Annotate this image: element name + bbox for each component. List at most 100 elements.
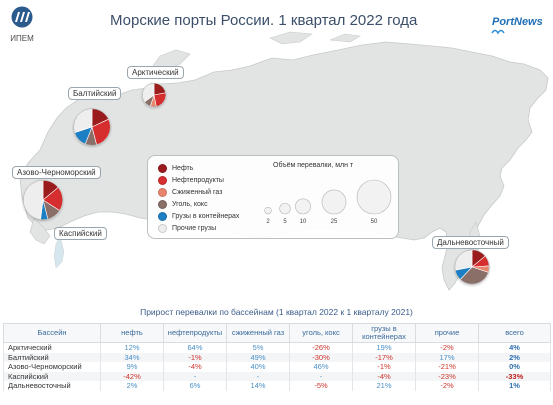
pie-outline (73, 108, 111, 146)
row-value-cell: -4% (163, 362, 227, 372)
legend-swatch-lng (158, 188, 167, 197)
legend-label-oil-products: Нефтепродукты (172, 177, 224, 184)
table-title: Прирост перевалки по бассейнам (1 кварта… (140, 307, 413, 317)
anchor-icon (491, 29, 505, 35)
col-header-total: всего (478, 323, 551, 343)
legend-label-oil: Нефть (172, 165, 194, 172)
row-value-cell: - (226, 371, 290, 381)
legend-label-lng: Сжиженный газ (172, 189, 223, 196)
pie-outline (141, 82, 167, 108)
legend-swatch-oil-products (158, 176, 167, 185)
portnews-logo: PortNews (489, 13, 549, 35)
row-value-cell: -1% (163, 352, 227, 362)
row-value-cell: 6% (163, 381, 227, 391)
page-title: Морские порты России. 1 квартал 2022 год… (110, 12, 418, 29)
size-legend-label: 5 (283, 219, 287, 225)
legend-swatch-coal (158, 200, 167, 209)
row-basin-name: Дальневосточный (3, 381, 101, 391)
row-value-cell: 5% (226, 342, 290, 353)
row-value-cell: -30% (289, 352, 353, 362)
size-legend-circle (264, 206, 272, 215)
row-value-cell: 12% (100, 342, 164, 353)
ipem-logo: ИПЕМ (6, 6, 38, 43)
label-baltic: Балтийский (68, 87, 122, 100)
pie-outline (454, 249, 490, 285)
size-legend-circle (295, 198, 311, 215)
col-header-containers: грузы в контейнерах (352, 323, 416, 343)
legend-item-oil-products: Нефтепродукты (158, 176, 224, 185)
legend-item-coal: Уголь, кокс (158, 200, 208, 209)
legend-item-lng: Сжиженный газ (158, 188, 222, 197)
row-value-cell: -4% (352, 371, 416, 381)
row-value-cell: -42% (100, 371, 164, 381)
row-value-cell: 46% (289, 362, 353, 372)
col-header-oil: нефть (100, 323, 164, 343)
legend-item-oil: Нефть (158, 164, 193, 173)
row-value-cell: 40% (226, 362, 290, 372)
row-value-cell: - (163, 371, 227, 381)
legend-swatch-containers (158, 212, 167, 221)
row-total-cell: 1% (478, 381, 551, 391)
row-value-cell: 49% (226, 352, 290, 362)
row-value-cell: 21% (352, 381, 416, 391)
table-row: Арктический 12% 64% 5% -26% 19% -2% 4% (3, 342, 551, 353)
row-total-cell: -33% (478, 371, 551, 381)
size-legend-circle (279, 202, 291, 215)
size-legend-circle (356, 179, 392, 215)
size-legend-label: 50 (371, 219, 378, 225)
row-value-cell: 14% (226, 381, 290, 391)
col-header-other: прочие (415, 323, 479, 343)
size-legend-label: 2 (266, 219, 270, 225)
row-value-cell: 64% (163, 342, 227, 353)
row-value-cell: -2% (415, 381, 479, 391)
growth-table: Бассейн нефть нефтепродукты сжиженный га… (3, 323, 551, 391)
label-caspian: Каспийский (54, 227, 107, 240)
col-header-oil-products: нефтепродукты (163, 323, 227, 343)
row-value-cell: 34% (100, 352, 164, 362)
legend-item-other: Прочие грузы (158, 224, 216, 233)
table-row: Азово-Черноморский 9% -4% 40% 46% -1% -21% 0% (3, 362, 551, 372)
portnews-wordmark: PortNews (492, 16, 543, 28)
pie-far-east (454, 249, 490, 285)
row-value-cell: -1% (352, 362, 416, 372)
row-value-cell: -17% (352, 352, 416, 362)
row-value-cell: -26% (289, 342, 353, 353)
row-value-cell: 17% (415, 352, 479, 362)
table-row: Каспийский -42% - - - -4% -23% -33% (3, 371, 551, 381)
size-legend-label: 10 (300, 219, 307, 225)
size-legend-circle (321, 189, 347, 215)
col-header-basin: Бассейн (3, 323, 101, 343)
ipem-caption: ИПЕМ (10, 34, 34, 43)
row-basin-name: Балтийский (3, 352, 101, 362)
row-value-cell: 9% (100, 362, 164, 372)
legend-label-coal: Уголь, кокс (172, 201, 208, 208)
legend-item-containers: Грузы в контейнерах (158, 212, 239, 221)
label-arctic: Арктический (127, 66, 184, 79)
pie-baltic (73, 108, 111, 146)
row-basin-name: Каспийский (3, 371, 101, 381)
russia-map (19, 31, 549, 291)
row-value-cell: - (289, 371, 353, 381)
table-row: Балтийский 34% -1% 49% -30% -17% 17% 2% (3, 352, 551, 362)
size-legend: 2 5 10 25 50 (264, 179, 392, 225)
label-azov-black-sea: Азово-Черноморский (12, 166, 101, 179)
row-total-cell: 2% (478, 352, 551, 362)
row-total-cell: 0% (478, 362, 551, 372)
size-legend-label: 25 (331, 219, 338, 225)
legend-label-containers: Грузы в контейнерах (172, 213, 240, 220)
label-far-east: Дальневосточный (432, 236, 509, 249)
row-value-cell: 2% (100, 381, 164, 391)
row-total-cell: 4% (478, 342, 551, 353)
row-value-cell: 19% (352, 342, 416, 353)
legend-panel: Нефть Нефтепродукты Сжиженный газ Уголь,… (147, 155, 399, 239)
row-value-cell: -5% (289, 381, 353, 391)
pie-outline (23, 180, 63, 220)
row-basin-name: Арктический (3, 342, 101, 353)
legend-swatch-other (158, 224, 167, 233)
legend-label-other: Прочие грузы (172, 225, 217, 232)
pie-arctic (141, 82, 167, 108)
table-header-row: Бассейн нефть нефтепродукты сжиженный га… (3, 323, 551, 343)
ipem-logo-icon (11, 6, 33, 28)
pie-azov-black-sea (22, 179, 64, 221)
row-value-cell: -21% (415, 362, 479, 372)
